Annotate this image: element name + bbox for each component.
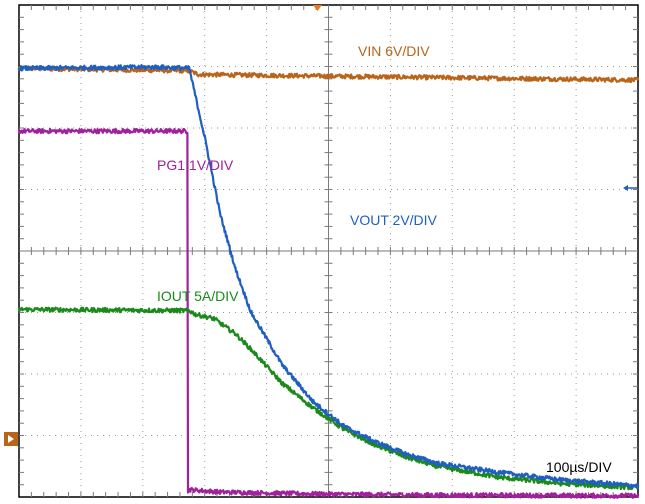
pg1-channel-label: PG1 1V/DIV [157,157,234,173]
traces [17,63,640,499]
trigger-level-marker [623,185,637,191]
trace-vin [17,65,640,84]
iout-channel-label: IOUT 5A/DIV [157,288,239,304]
timebase-label: 100µs/DIV [546,459,612,475]
trace-iout [17,306,640,491]
vin-channel-label: VIN 6V/DIV [358,43,430,59]
trigger-position-marker [313,5,322,11]
trace-pg1 [17,127,640,499]
ground-reference-marker [4,432,18,446]
trace-vout [17,63,640,489]
vout-channel-label: VOUT 2V/DIV [350,212,438,228]
